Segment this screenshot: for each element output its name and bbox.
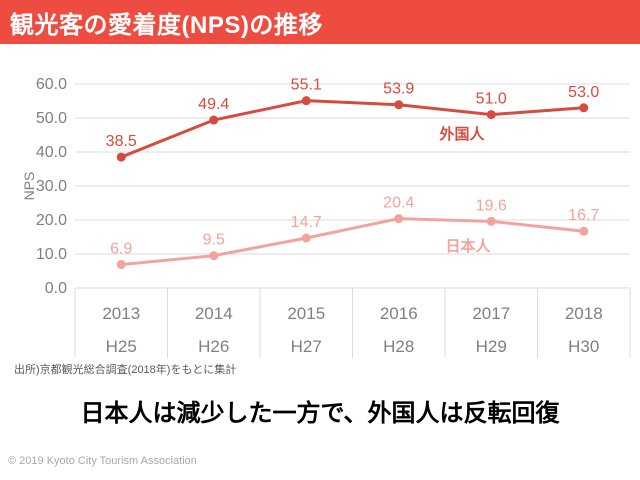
data-point bbox=[579, 226, 589, 236]
data-point bbox=[301, 96, 311, 106]
series-label-0: 外国人 bbox=[438, 125, 485, 143]
data-label: 53.9 bbox=[383, 81, 414, 98]
data-label: 19.6 bbox=[476, 197, 507, 214]
data-point bbox=[301, 233, 311, 243]
data-label: 38.5 bbox=[106, 133, 137, 150]
y-tick-label: 30.0 bbox=[36, 178, 67, 195]
data-point bbox=[394, 214, 404, 224]
x-tick-year: 2014 bbox=[195, 304, 233, 323]
data-point bbox=[486, 216, 496, 226]
x-tick-era: H27 bbox=[291, 337, 322, 356]
data-point bbox=[486, 110, 496, 120]
data-label: 6.9 bbox=[110, 241, 132, 258]
y-tick-label: 10.0 bbox=[36, 246, 67, 263]
data-label: 49.4 bbox=[198, 96, 229, 113]
series-label-1: 日本人 bbox=[445, 237, 491, 255]
data-point bbox=[209, 251, 219, 261]
series-line-1 bbox=[121, 217, 584, 267]
x-tick-era: H30 bbox=[568, 337, 599, 356]
data-point bbox=[394, 100, 404, 110]
x-tick-era: H26 bbox=[198, 337, 229, 356]
data-label: 55.1 bbox=[291, 77, 322, 94]
x-tick-era: H28 bbox=[383, 337, 414, 356]
series-line-0 bbox=[120, 99, 584, 159]
x-tick-year: 2013 bbox=[102, 304, 140, 323]
data-point bbox=[209, 115, 219, 125]
data-label: 51.0 bbox=[476, 91, 507, 108]
x-tick-year: 2018 bbox=[565, 304, 603, 323]
y-tick-label: 60.0 bbox=[36, 76, 67, 93]
data-label: 20.4 bbox=[383, 195, 414, 212]
x-tick-year: 2016 bbox=[380, 304, 418, 323]
y-tick-label: 20.0 bbox=[36, 212, 67, 229]
y-tick-label: 50.0 bbox=[36, 110, 67, 127]
x-tick-year: 2017 bbox=[472, 304, 510, 323]
data-point bbox=[116, 260, 126, 270]
data-label: 14.7 bbox=[291, 214, 322, 231]
data-point bbox=[579, 103, 589, 113]
data-label: 53.0 bbox=[568, 84, 599, 101]
key-message: 日本人は減少した一方で、外国人は反転回復 bbox=[80, 400, 560, 427]
x-tick-era: H25 bbox=[106, 337, 137, 356]
page-title: 観光客の愛着度(NPS)の推移 bbox=[10, 11, 323, 39]
slide-title-bar: 観光客の愛着度(NPS)の推移 bbox=[0, 0, 640, 44]
y-tick-label: 0.0 bbox=[45, 280, 67, 297]
data-label: 16.7 bbox=[568, 207, 599, 224]
copyright-footer: © 2019 Kyoto City Tourism Association bbox=[8, 455, 197, 467]
y-axis-title: NPS bbox=[21, 172, 37, 201]
x-tick-year: 2015 bbox=[287, 304, 325, 323]
data-label: 9.5 bbox=[203, 232, 225, 249]
data-point bbox=[116, 152, 126, 162]
y-tick-label: 40.0 bbox=[36, 144, 67, 161]
source-note: 出所)京都観光総合調査(2018年)をもとに集計 bbox=[14, 364, 237, 376]
x-tick-era: H29 bbox=[476, 337, 507, 356]
